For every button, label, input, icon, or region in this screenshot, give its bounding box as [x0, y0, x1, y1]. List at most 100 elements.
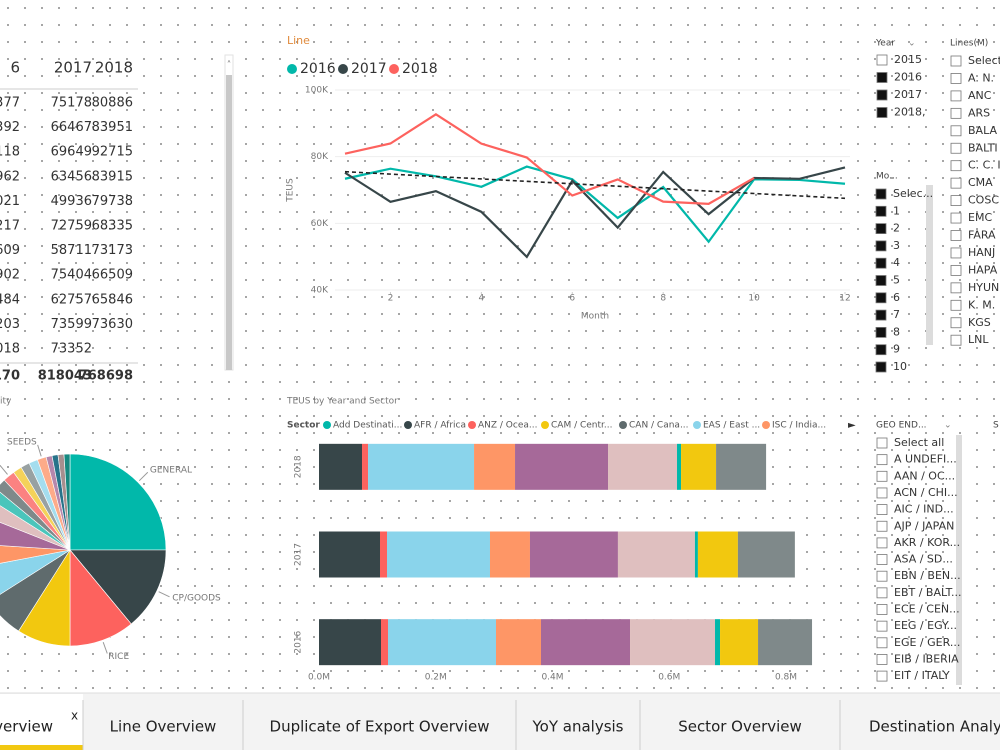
checkbox[interactable] — [876, 470, 888, 482]
slicer-item[interactable]: A. N. — [968, 71, 994, 84]
checkbox[interactable] — [950, 142, 962, 154]
slicer-item[interactable]: HANJ — [968, 246, 995, 259]
slicer-item[interactable]: CMA — [968, 176, 993, 189]
scroll-up[interactable]: ˄ — [227, 61, 232, 71]
slicer-item[interactable]: Select all — [894, 436, 944, 449]
slicer-item[interactable]: EIT / ITALY — [894, 669, 950, 682]
checkbox[interactable] — [876, 454, 888, 466]
checkbox[interactable] — [950, 160, 962, 172]
checkbox[interactable] — [876, 637, 888, 649]
tab-active[interactable] — [0, 694, 83, 750]
checkbox[interactable] — [876, 437, 888, 449]
checkbox[interactable] — [875, 309, 887, 321]
tab-label[interactable]: Duplicate of Export Overview — [270, 718, 490, 736]
checkbox[interactable] — [876, 670, 888, 682]
slicer-item[interactable]: C. C. I. — [968, 159, 1000, 172]
legend-next[interactable]: ► — [848, 420, 856, 431]
checkbox[interactable] — [950, 73, 962, 84]
checkbox[interactable] — [950, 55, 962, 67]
tab-label[interactable]: Destination Analy — [869, 718, 1000, 736]
slicer-item[interactable]: ECE / CEN... — [894, 603, 960, 616]
slicer-item[interactable]: 2016 — [894, 71, 922, 84]
slicer-item[interactable]: Select — [968, 54, 1000, 67]
slicer-item[interactable]: FARA — [968, 229, 996, 242]
slicer-item[interactable]: 7 — [893, 308, 900, 321]
slicer-item[interactable]: AAN / OC... — [894, 469, 955, 482]
slicer-item[interactable]: Selec... — [893, 187, 933, 200]
slicer-item[interactable]: BALTI — [968, 141, 998, 154]
slicer-item[interactable]: 2015 — [894, 53, 922, 66]
checkbox[interactable] — [950, 317, 962, 329]
slicer-item[interactable]: EBT / BALT... — [894, 586, 962, 599]
checkbox[interactable] — [875, 240, 887, 252]
slicer-item[interactable]: HYUN — [968, 281, 999, 294]
slicer-item[interactable]: 5 — [893, 274, 900, 287]
checkbox[interactable] — [875, 188, 887, 200]
slicer-chevron[interactable]: ⌄ — [944, 421, 952, 431]
checkbox[interactable] — [875, 205, 887, 217]
slicer-item[interactable]: EEG / EGY... — [894, 619, 957, 632]
slicer-item[interactable]: BALA — [968, 124, 997, 137]
tab-close[interactable]: x — [71, 709, 78, 723]
slicer-item[interactable]: LNL — [968, 333, 989, 346]
tab-label[interactable]: Line Overview — [110, 718, 217, 736]
slicer-item[interactable]: KGS — [968, 316, 991, 329]
slicer-item[interactable]: 2018, — [894, 106, 926, 119]
slicer-item[interactable]: ACN / CHI... — [894, 486, 958, 499]
checkbox[interactable] — [876, 620, 888, 632]
slicer-item[interactable]: 8 — [893, 325, 900, 338]
checkbox[interactable] — [876, 537, 888, 549]
slicer-item[interactable]: COSC — [968, 194, 999, 207]
checkbox[interactable] — [950, 230, 962, 241]
slicer-item[interactable]: EBN / BEN... — [894, 569, 961, 582]
geo-scrollbar[interactable] — [956, 435, 962, 685]
checkbox[interactable] — [950, 125, 962, 137]
month-scrollbar[interactable] — [926, 185, 933, 345]
checkbox[interactable] — [875, 344, 887, 356]
checkbox[interactable] — [875, 326, 887, 338]
checkbox[interactable] — [875, 275, 887, 286]
tab-label[interactable]: verview — [0, 718, 53, 736]
checkbox[interactable] — [950, 334, 962, 346]
checkbox[interactable] — [875, 257, 887, 269]
checkbox[interactable] — [950, 264, 962, 276]
slicer-item[interactable]: EIB / IBERIA — [894, 652, 959, 665]
slicer-item[interactable]: AIC / IND... — [894, 503, 954, 516]
checkbox[interactable] — [950, 177, 962, 189]
slicer-item[interactable]: 3 — [893, 239, 900, 252]
checkbox[interactable] — [950, 107, 962, 119]
checkbox[interactable] — [876, 654, 888, 665]
slicer-item[interactable]: 2 — [893, 222, 900, 235]
checkbox[interactable] — [876, 504, 888, 516]
tab-label[interactable]: YoY analysis — [531, 718, 623, 736]
checkbox[interactable] — [950, 299, 962, 311]
checkbox[interactable] — [876, 487, 888, 499]
slicer-item[interactable]: ANC — [968, 89, 992, 102]
tab-label[interactable]: Sector Overview — [678, 718, 802, 736]
slicer-item[interactable]: 1 — [893, 204, 900, 217]
checkbox[interactable] — [950, 247, 962, 259]
checkbox[interactable] — [876, 587, 888, 599]
checkbox[interactable] — [876, 54, 888, 66]
checkbox[interactable] — [950, 195, 962, 207]
checkbox[interactable] — [876, 89, 888, 101]
slicer-item[interactable]: ARS — [968, 106, 990, 119]
checkbox[interactable] — [876, 554, 888, 565]
checkbox[interactable] — [876, 604, 888, 615]
slicer-item[interactable]: 6 — [893, 291, 900, 304]
table-scroll-thumb[interactable] — [226, 75, 232, 370]
checkbox[interactable] — [875, 292, 887, 304]
slicer-item[interactable]: K. M. — [968, 298, 995, 311]
slicer-item[interactable]: A UNDEFI... — [894, 453, 957, 466]
slicer-item[interactable]: 4 — [893, 256, 900, 269]
checkbox[interactable] — [876, 72, 888, 83]
slicer-item[interactable]: HAPA — [968, 263, 998, 276]
slicer-item[interactable]: EMC — [968, 211, 992, 224]
slicer-item[interactable]: 2017 — [894, 88, 922, 101]
checkbox[interactable] — [876, 107, 888, 118]
slicer-chevron[interactable]: ⌄ — [908, 39, 916, 49]
checkbox[interactable] — [950, 282, 962, 294]
slicer-item[interactable]: EGE / GER... — [894, 636, 960, 649]
slicer-item[interactable]: 10 — [893, 360, 907, 373]
slicer-item[interactable]: ASA / SD... — [894, 553, 953, 566]
